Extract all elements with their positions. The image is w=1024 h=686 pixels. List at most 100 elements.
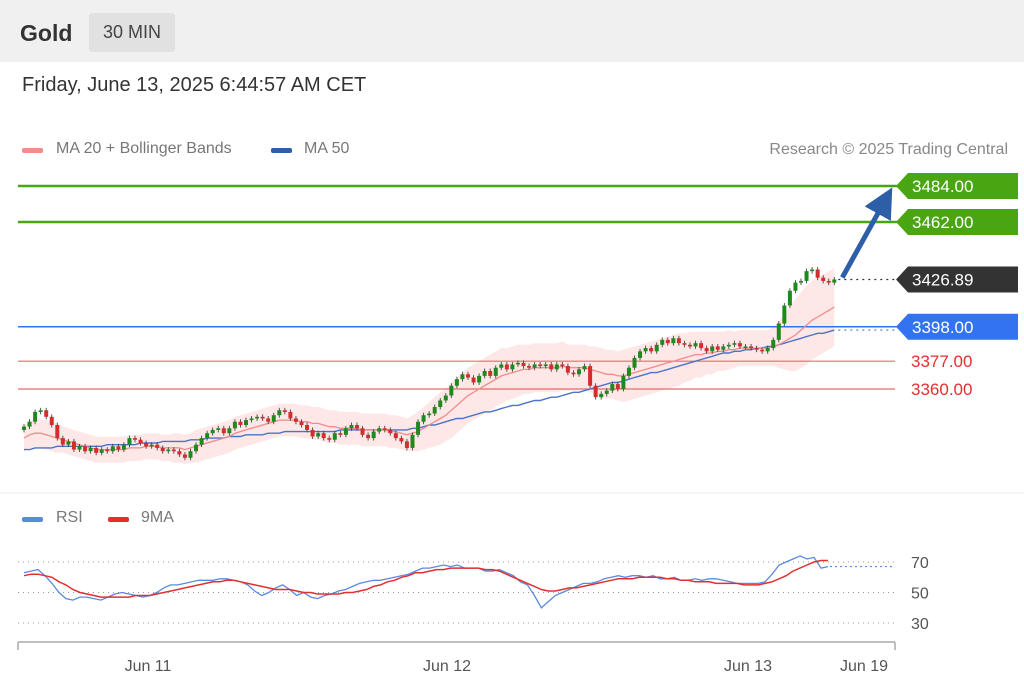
rsi-tick-label: 50 <box>911 586 929 603</box>
candle <box>471 375 476 385</box>
candle-body <box>38 410 43 412</box>
candle-body <box>127 438 132 445</box>
resistance-2-tag-text: 3462.00 <box>912 213 973 232</box>
candle <box>366 432 371 441</box>
candle-body <box>27 421 32 427</box>
candle <box>621 373 626 392</box>
candle-body <box>732 343 737 345</box>
candle-body <box>826 280 831 283</box>
candle <box>227 425 232 436</box>
resistance-1-tag-text: 3484.00 <box>912 177 973 196</box>
candle-body <box>49 416 54 426</box>
candle-body <box>121 444 126 450</box>
candle-body <box>299 421 304 426</box>
candle <box>388 427 393 436</box>
candle <box>699 340 704 351</box>
rsi-tick-label: 70 <box>911 555 929 572</box>
candle <box>182 452 187 461</box>
candle <box>460 371 465 382</box>
ma50-legend-label: MA 50 <box>304 140 350 157</box>
candle <box>671 335 676 346</box>
candle <box>438 398 443 410</box>
timeframe-button[interactable]: 30 MIN <box>89 13 175 52</box>
rsi-tick-label: 30 <box>911 616 929 633</box>
candle-body <box>244 420 248 426</box>
candle <box>604 388 609 397</box>
candle <box>155 442 160 451</box>
candle-body <box>665 339 670 344</box>
candle <box>310 427 315 439</box>
candle-body <box>349 425 354 429</box>
candle <box>826 278 831 286</box>
candle-body <box>194 444 199 452</box>
candle-body <box>33 411 38 422</box>
candle-body <box>338 433 343 435</box>
candle <box>221 425 226 436</box>
rsi-line <box>23 555 829 609</box>
candle-body <box>743 346 748 348</box>
candle-body <box>438 400 443 408</box>
pivot-tag-shape <box>896 313 1018 340</box>
candle <box>255 414 260 421</box>
candle <box>127 435 132 448</box>
candle-body <box>416 421 421 435</box>
rsi-legend-swatch <box>22 517 43 522</box>
price-tag-layer: 3484.00 3462.00 3426.89 3398.00 3377.00 3360.… <box>840 173 1018 399</box>
candle-body <box>149 444 154 447</box>
candle <box>543 361 548 369</box>
candle-body <box>782 305 787 324</box>
candle-body <box>232 421 237 429</box>
candle <box>421 412 426 425</box>
candle-body <box>260 416 265 419</box>
candle-body <box>94 447 99 453</box>
candle <box>60 435 65 448</box>
candle <box>532 361 537 371</box>
candle <box>416 419 421 438</box>
candle <box>83 443 88 454</box>
candle-body <box>432 407 437 414</box>
candle <box>94 445 99 456</box>
candle-body <box>366 434 371 439</box>
candle-body <box>221 428 226 434</box>
candle <box>660 337 665 348</box>
x-tick-label: Jun 12 <box>423 658 471 675</box>
candle-body <box>754 348 759 350</box>
candle <box>244 417 248 428</box>
candle-body <box>60 438 65 445</box>
candle <box>682 340 687 348</box>
candle-body <box>443 395 448 401</box>
candle-body <box>671 338 676 344</box>
candle-body <box>804 271 809 281</box>
candle <box>626 365 631 379</box>
candle-body <box>282 410 287 412</box>
candle-body <box>288 411 293 419</box>
candle-body <box>482 370 487 376</box>
candle <box>493 365 498 379</box>
candle <box>527 363 532 371</box>
candle <box>754 345 759 353</box>
candle-body <box>22 426 26 430</box>
candle <box>116 443 121 453</box>
ma50-legend-swatch <box>271 148 292 153</box>
candle-body <box>293 418 298 422</box>
candle-body <box>771 339 776 349</box>
candle-body <box>593 385 598 398</box>
candle <box>599 391 604 400</box>
candle <box>593 383 598 400</box>
candle <box>427 411 432 418</box>
candle-body <box>604 390 609 394</box>
price-level-layer <box>18 184 905 390</box>
candle-body <box>144 443 149 447</box>
candle <box>260 414 265 421</box>
candle <box>726 342 731 349</box>
rsi-ma-legend-label: 9MA <box>141 509 174 526</box>
candle <box>77 443 82 453</box>
candle <box>538 361 543 369</box>
candle <box>715 343 720 353</box>
candle <box>776 321 781 343</box>
candle-body <box>227 428 232 434</box>
candle-body <box>599 393 604 398</box>
candle-body <box>88 447 93 452</box>
x-tick-label: Jun 19 <box>840 658 888 675</box>
